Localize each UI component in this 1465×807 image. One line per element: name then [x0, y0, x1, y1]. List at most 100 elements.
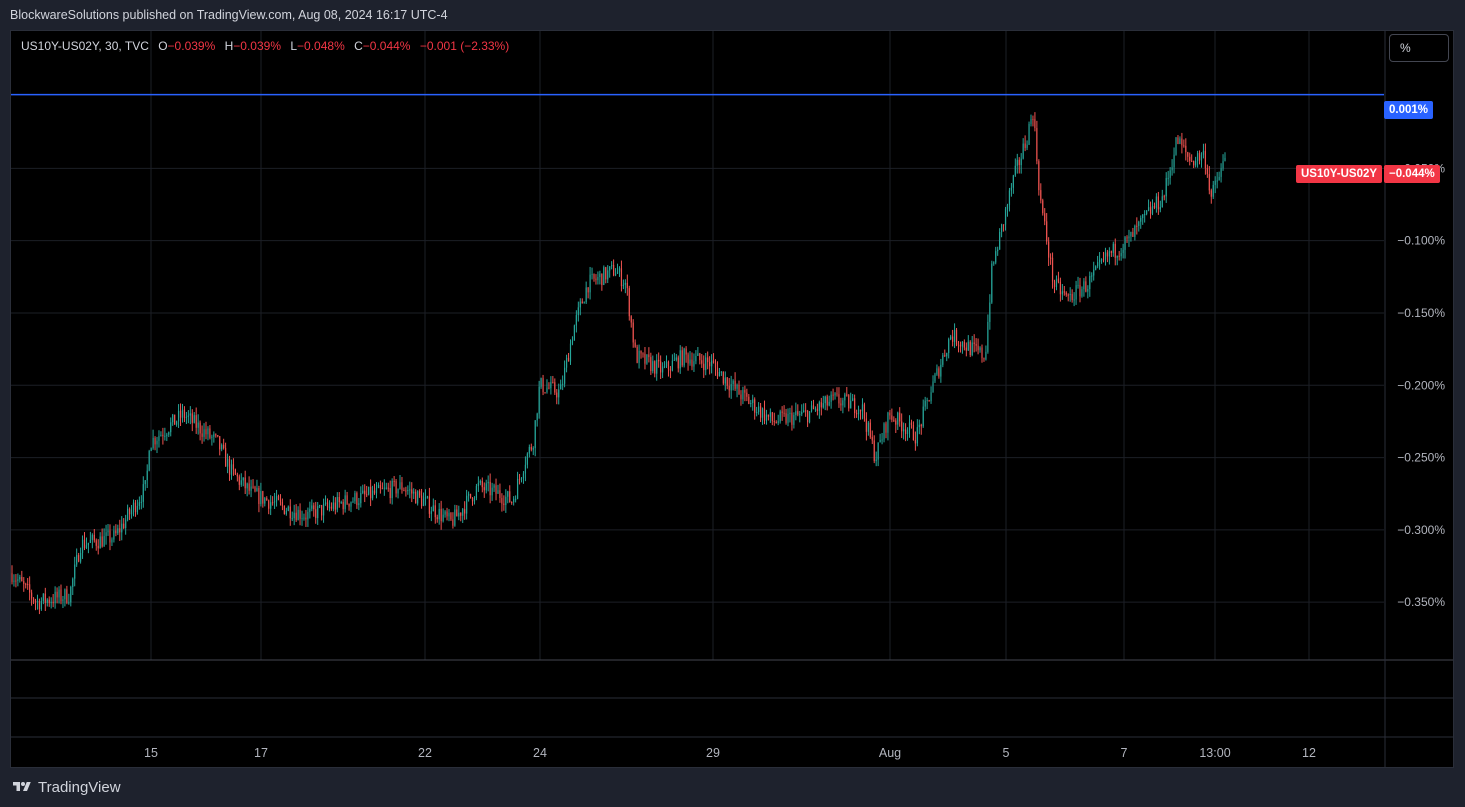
candle-body [957, 344, 960, 346]
candle-body [164, 435, 166, 437]
candle-body [885, 423, 887, 433]
candle-body [1087, 289, 1089, 292]
candle-body [79, 552, 82, 562]
candle-body [507, 491, 509, 497]
candle-body [854, 398, 856, 414]
candle-body [309, 508, 311, 512]
candle-body [744, 389, 746, 393]
candle-body [232, 464, 235, 470]
candle-body [1153, 206, 1156, 208]
candle-body [999, 231, 1001, 250]
candle-body [807, 411, 809, 423]
candle-body [950, 336, 952, 340]
candle-body [1183, 145, 1185, 147]
candle-body [54, 591, 56, 604]
candle-body [317, 506, 319, 519]
legend-low-value: −0.048% [297, 39, 345, 53]
candle-body [948, 339, 950, 353]
candle-body [640, 350, 642, 354]
candle-body [687, 354, 689, 364]
candle-body [15, 580, 17, 582]
candle-body [1079, 284, 1081, 297]
chart-frame[interactable] [10, 30, 1454, 768]
candle-body [575, 315, 577, 326]
candle-body [636, 346, 638, 363]
candle-body [56, 591, 58, 598]
candle-body [1114, 243, 1116, 258]
candle-body [720, 371, 722, 373]
candle-body [127, 508, 129, 520]
candle-body [256, 488, 258, 492]
candle-body [101, 536, 103, 547]
candle-body [260, 491, 262, 505]
candle-body [119, 528, 121, 533]
candle-body [293, 512, 295, 519]
candle-body [830, 394, 832, 402]
candle-body [291, 518, 293, 520]
candle-body [279, 499, 282, 502]
candle-body [1053, 281, 1056, 287]
candle-body [283, 505, 285, 514]
candle-body [397, 488, 399, 494]
last-price-symbol-tag: US10Y-US02Y [1296, 165, 1383, 183]
candle-body [303, 517, 305, 519]
candle-body [350, 502, 352, 507]
candle-body [991, 263, 993, 303]
x-tick-label: 13:00 [1199, 746, 1230, 760]
candle-body [264, 498, 266, 504]
candle-body [1106, 252, 1109, 257]
candle-body [1081, 289, 1083, 297]
candle-body [1026, 144, 1028, 148]
candle-body [266, 498, 268, 501]
candle-body [1206, 167, 1208, 175]
candle-body [250, 486, 252, 491]
candle-body [632, 322, 634, 343]
candle-body [424, 497, 427, 500]
candle-body [321, 505, 323, 516]
candle-body [891, 415, 893, 420]
candle-body [1046, 221, 1048, 242]
candle-body [673, 359, 675, 361]
candle-body [1055, 278, 1058, 287]
candle-body [861, 404, 864, 412]
candle-body [1163, 196, 1165, 198]
candle-body [595, 278, 597, 281]
candle-body [983, 358, 985, 360]
candle-body [1151, 206, 1154, 214]
candle-body [791, 412, 793, 425]
candle-body [1130, 231, 1132, 237]
candle-body [622, 284, 624, 287]
candle-body [1191, 161, 1193, 163]
candle-body [487, 481, 489, 484]
candle-body [961, 341, 964, 347]
percent-scale-button[interactable]: % [1389, 34, 1449, 62]
candle-body [313, 505, 315, 510]
candle-body [62, 599, 64, 602]
candle-body [395, 481, 397, 494]
candle-body [1032, 119, 1034, 121]
candle-body [115, 530, 117, 534]
candle-body [348, 503, 350, 507]
candle-body [613, 264, 615, 276]
candle-body [930, 392, 932, 402]
candle-body [515, 498, 517, 500]
candle-body [438, 508, 440, 520]
candle-body [362, 490, 364, 494]
candle-body [11, 573, 13, 582]
candle-body [505, 496, 507, 505]
x-tick-label: 29 [706, 746, 720, 760]
candle-body [767, 414, 770, 417]
candle-body [877, 442, 879, 460]
candle-body [240, 480, 242, 485]
candle-body [989, 302, 991, 322]
candle-body [922, 406, 924, 427]
branding[interactable]: TradingView [10, 776, 121, 798]
candle-body [638, 350, 640, 363]
candle-body [393, 480, 395, 482]
candle-body [552, 381, 554, 383]
candle-body [1102, 259, 1105, 261]
candle-body [895, 420, 897, 425]
candle-body [1220, 168, 1222, 177]
candle-body [48, 599, 50, 604]
